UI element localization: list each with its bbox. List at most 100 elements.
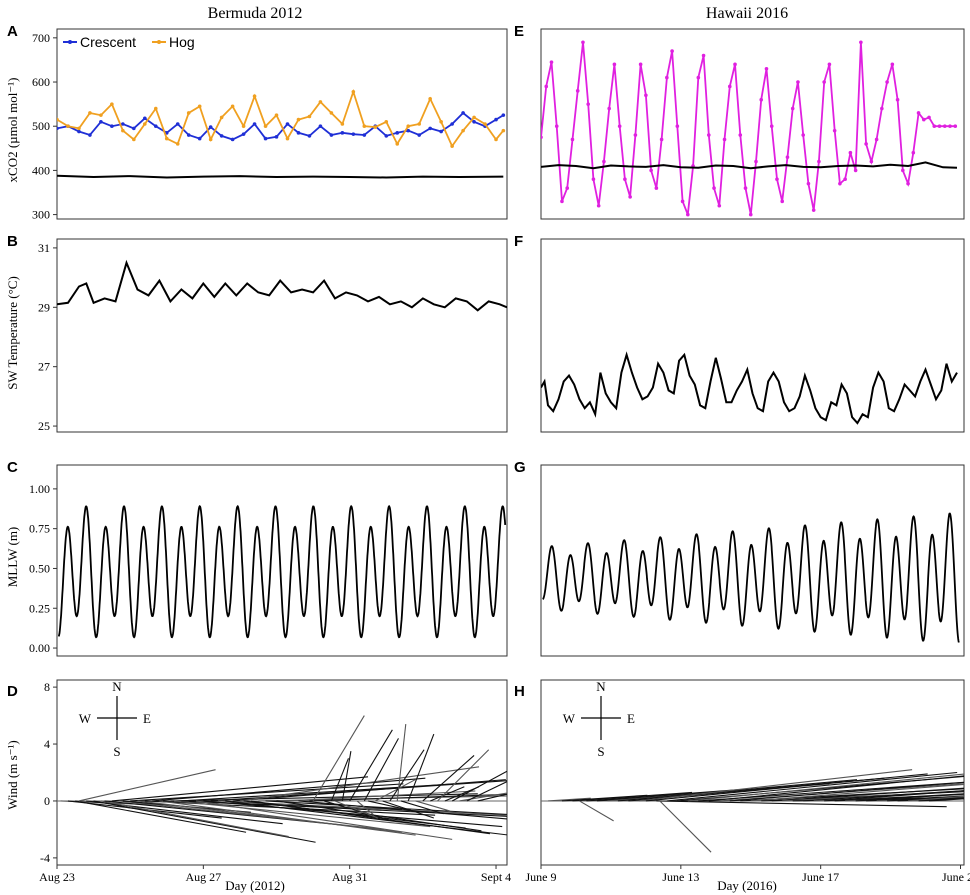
series-point-site [591, 177, 596, 182]
series-point-crescent [110, 124, 114, 129]
series-point-site [602, 159, 606, 164]
x-tick-label: Aug 31 [332, 870, 368, 884]
series-point-site [827, 62, 832, 67]
series-point-site [623, 177, 627, 182]
wind-stick [451, 770, 507, 802]
series-point-site [927, 115, 931, 120]
wind-stick [415, 800, 450, 812]
wind-stick [887, 795, 964, 802]
tide-series-line [542, 512, 960, 643]
series-point-site [607, 106, 611, 111]
series-point-hog [318, 100, 323, 104]
series-point-site [722, 137, 727, 142]
legend-label-crescent: Crescent [80, 34, 136, 50]
compass-n: N [112, 679, 122, 694]
x-tick-label: June 9 [526, 870, 557, 884]
wind-stick [459, 792, 507, 802]
series-point-crescent [395, 131, 400, 135]
wind-stick [323, 800, 393, 822]
wind-stick [477, 793, 507, 802]
legend-label-hog: Hog [169, 34, 195, 50]
series-point-site [769, 124, 774, 129]
series-point-crescent [450, 122, 454, 126]
series-point-site [586, 102, 590, 106]
y-tick-label: 25 [38, 419, 50, 433]
series-point-hog [121, 128, 125, 133]
panel-g [540, 464, 965, 657]
y-tick-label: 8 [44, 680, 50, 694]
series-point-crescent [329, 133, 334, 137]
wind-stick [929, 798, 964, 802]
panel-frame [540, 28, 965, 220]
wind-stick [334, 800, 378, 819]
series-line-temperature [57, 259, 507, 312]
x-tick-label: Aug 27 [186, 870, 222, 884]
wind-stick [708, 775, 964, 802]
compass-n: N [596, 679, 606, 694]
series-point-site [675, 124, 680, 129]
series-point-hog [472, 115, 476, 120]
wind-stick [586, 789, 741, 802]
wind-stick [834, 793, 964, 802]
wind-stick [356, 800, 375, 816]
y-tick-label: 27 [38, 360, 50, 374]
series-point-hog [274, 113, 279, 117]
series-point-site [874, 137, 879, 142]
series-point-site [638, 62, 643, 67]
wind-stick [638, 769, 913, 802]
series-point-site [554, 124, 559, 129]
wind-stick [645, 773, 928, 802]
series-point-hog [66, 124, 70, 129]
panel-frame [56, 679, 508, 866]
series-line-hog [57, 88, 504, 148]
series-point-hog [252, 94, 257, 98]
x-tick-label: Sept 4 [481, 870, 511, 884]
series-point-hog [263, 124, 268, 129]
wind-stick [232, 779, 506, 802]
series-point-crescent [340, 131, 345, 135]
series-point-hog [153, 106, 158, 111]
series-point-site [544, 84, 549, 89]
series-point-site [596, 203, 601, 208]
series-point-hog [296, 117, 301, 122]
series-point-crescent [230, 137, 235, 142]
series-point-site [869, 159, 874, 164]
series-point-site [617, 124, 622, 129]
series-point-crescent [99, 119, 103, 124]
series-point-site [575, 89, 580, 93]
series-point-site [785, 155, 790, 159]
panel-f [540, 238, 965, 433]
series-point-site [817, 159, 821, 164]
wind-stick [547, 797, 591, 802]
series-point-site [911, 150, 916, 155]
y-tick-label: 29 [38, 300, 50, 314]
panel-frame [56, 28, 508, 220]
legend-marker [68, 40, 72, 44]
wind-stick [382, 800, 435, 819]
series-point-crescent [208, 125, 213, 129]
panel-letter-h: H [514, 683, 525, 700]
series-point-crescent [307, 134, 312, 138]
series-point-site [806, 181, 811, 186]
column-title-hawaii: Hawaii 2016 [706, 5, 788, 22]
xlabel-2012: Day (2012) [225, 878, 285, 893]
series-point-hog [494, 137, 498, 142]
panel-letter-g: G [514, 459, 526, 476]
y-tick-label: 0 [44, 794, 50, 808]
plot-area [57, 259, 507, 312]
wind-stick [908, 795, 964, 802]
series-point-site [654, 186, 659, 190]
series-point-hog [395, 142, 400, 146]
series-point-site [649, 168, 653, 173]
wind-stick [656, 800, 947, 808]
series-point-hog [219, 115, 224, 120]
series-point-crescent [219, 134, 224, 138]
panel-a: 300 400 500 600 700 Crescent Hog [32, 28, 508, 222]
xlabel-2016: Day (2016) [717, 878, 777, 893]
series-point-site [754, 159, 758, 164]
wind-stick [100, 800, 289, 838]
wind-stick [250, 800, 491, 835]
series-point-site [565, 186, 570, 190]
wind-stick [225, 800, 507, 836]
